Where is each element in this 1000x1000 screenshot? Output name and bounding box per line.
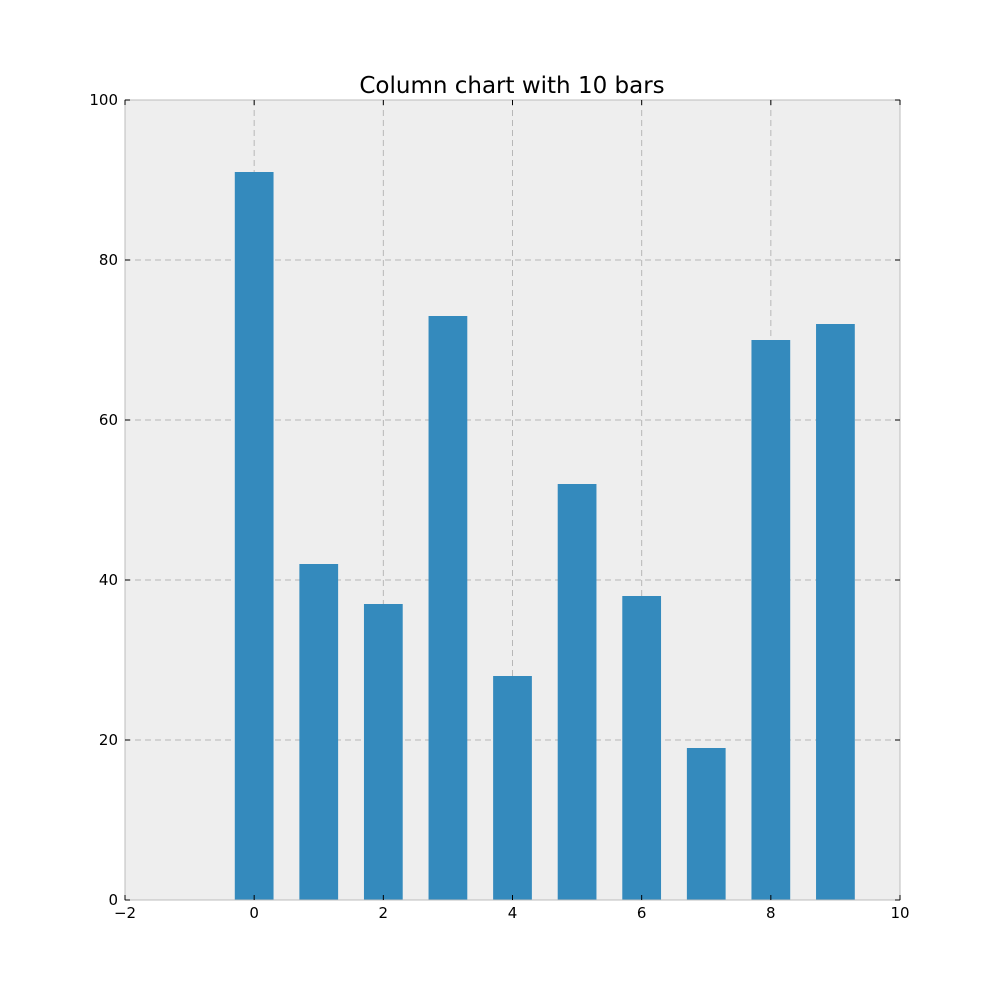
- bar-6: [622, 596, 662, 900]
- x-tick-label: 2: [379, 904, 389, 922]
- y-tick-label: 100: [89, 91, 118, 109]
- bars-group: [234, 172, 855, 900]
- y-tick-label: 0: [108, 891, 118, 909]
- bar-5: [557, 484, 597, 900]
- y-tick-label: 40: [99, 571, 118, 589]
- bar-3: [428, 316, 468, 900]
- x-tick-labels: −2 0 2 4 6 8 10: [114, 904, 910, 922]
- x-tick-label: 4: [508, 904, 518, 922]
- bar-2: [363, 604, 403, 900]
- x-tick-label: 6: [637, 904, 647, 922]
- bar-1: [299, 564, 339, 900]
- y-tick-label: 20: [99, 731, 118, 749]
- bar-4: [493, 676, 532, 900]
- y-tick-labels: 0 20 40 60 80 100: [89, 91, 118, 909]
- x-tick-label: −2: [114, 904, 136, 922]
- x-tick-label: 8: [766, 904, 776, 922]
- tick-marks: [124, 99, 901, 901]
- bar-8: [751, 340, 791, 900]
- bar-0: [234, 172, 274, 900]
- x-tick-label: 0: [249, 904, 259, 922]
- x-tick-label: 10: [890, 904, 909, 922]
- chart-title: Column chart with 10 bars: [359, 73, 664, 99]
- y-tick-label: 80: [99, 251, 118, 269]
- bar-7: [686, 748, 726, 900]
- y-tick-label: 60: [99, 411, 118, 429]
- bar-9: [816, 324, 855, 900]
